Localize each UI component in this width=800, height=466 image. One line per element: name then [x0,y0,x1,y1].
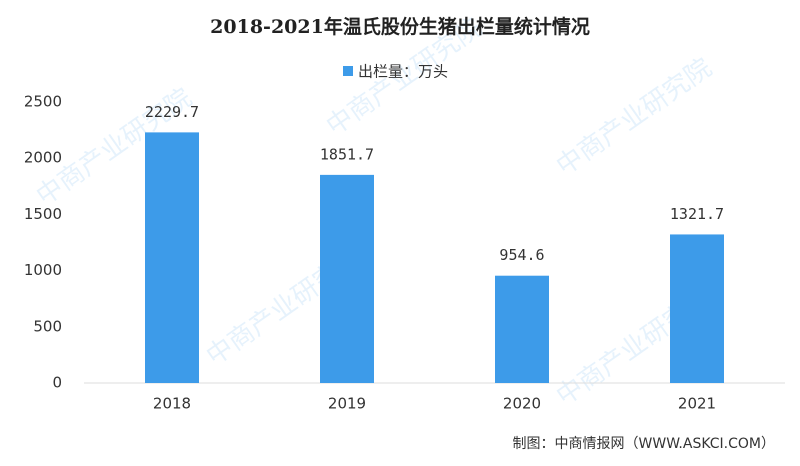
watermark: 中商产业研究院 [551,53,717,182]
source: 制图：中商情报网（WWW.ASKCI.COM） [513,436,775,452]
data-label: 2229.7 [145,103,199,121]
bar [670,234,724,383]
x-tick-label: 2019 [328,395,366,413]
legend-swatch [343,66,353,76]
x-tick-label: 2021 [678,395,716,413]
y-tick-label: 500 [33,317,62,335]
y-tick-label: 2500 [24,93,62,111]
y-tick-label: 2000 [24,149,62,167]
legend-label: 出栏量：万头 [358,63,448,81]
data-label: 1851.7 [320,145,374,163]
data-label: 954.6 [499,246,544,264]
data-label: 1321.7 [670,205,724,223]
y-tick-label: 1500 [24,205,62,223]
chart-title: 2018-2021年温氏股份生猪出栏量统计情况 [210,15,590,38]
x-tick-label: 2020 [503,395,541,413]
bar [320,174,374,383]
bar [495,275,549,383]
y-tick-label: 1000 [24,261,62,279]
x-tick-label: 2018 [153,395,191,413]
y-tick-label: 0 [52,374,62,392]
bar [145,132,199,383]
